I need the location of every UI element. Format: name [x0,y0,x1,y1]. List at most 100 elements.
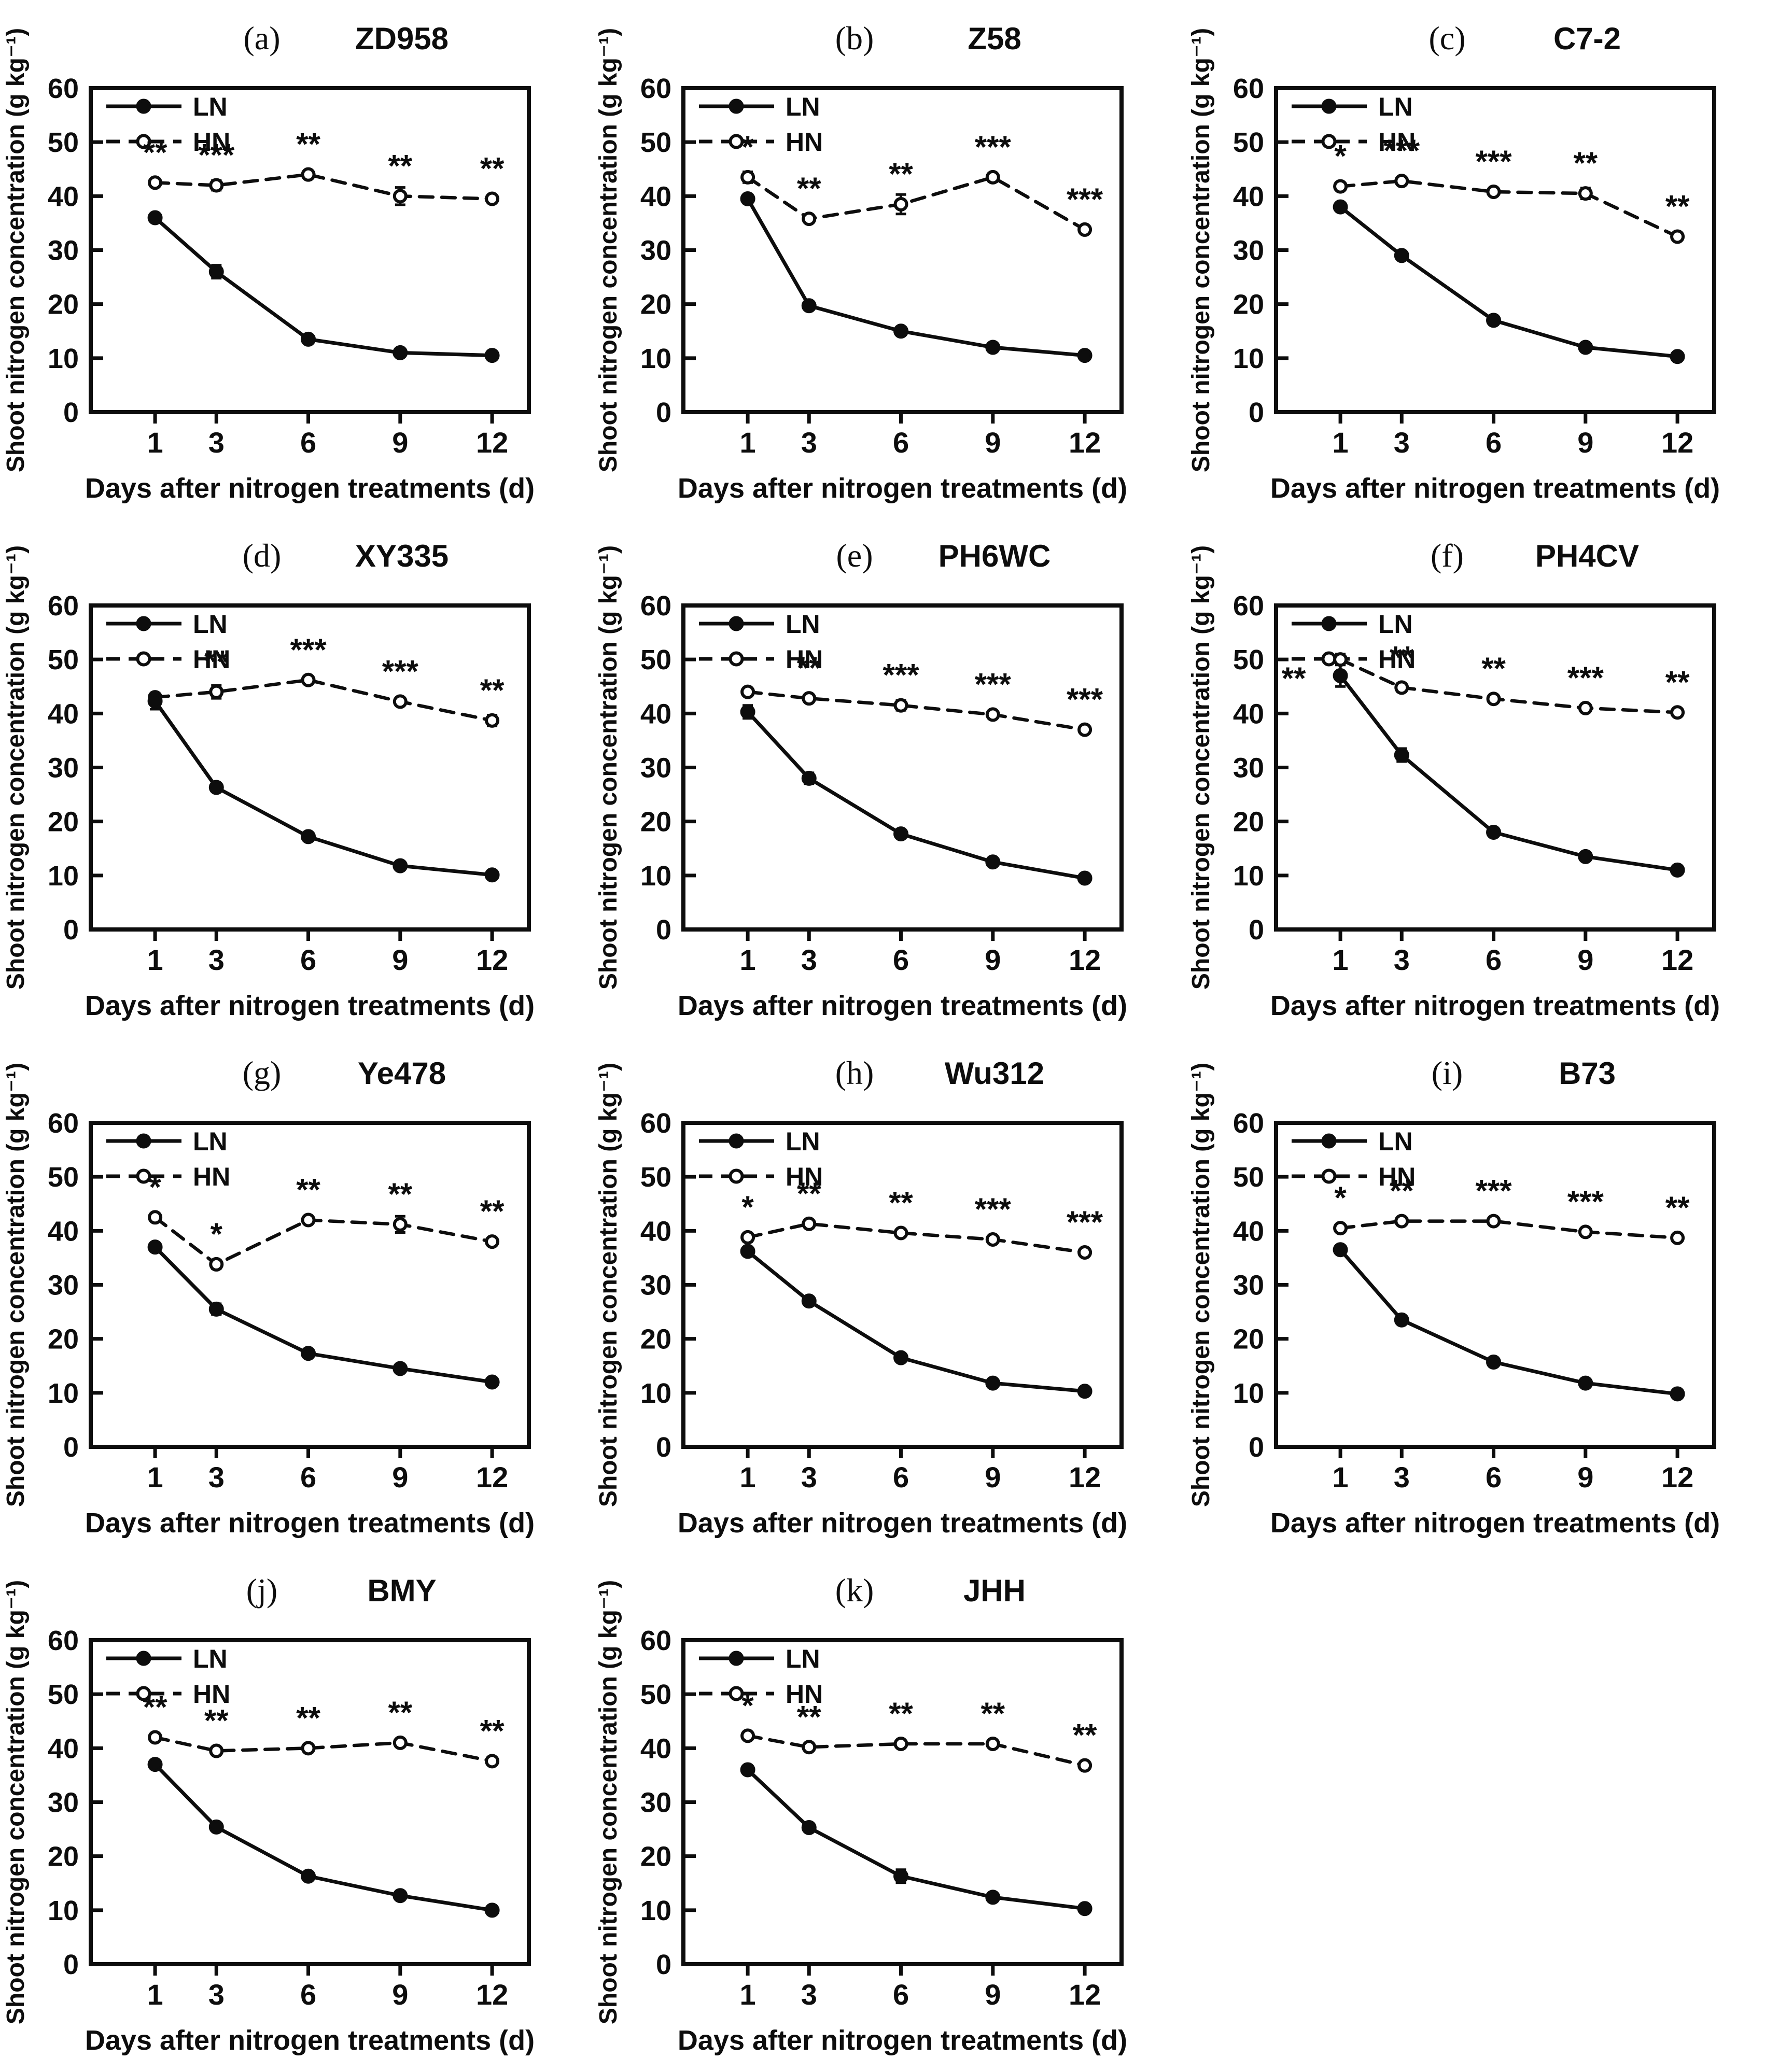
x-tick-label: 6 [893,1461,909,1493]
hn-marker [1394,1214,1409,1229]
hn-marker [393,189,408,204]
y-tick-label: 30 [640,753,671,784]
y-axis-label: Shoot nitrogen concentration (g kg⁻¹) [1187,1063,1215,1507]
y-tick-label: 10 [640,343,671,374]
ln-marker [484,348,500,363]
legend-label-hn: HN [786,1162,823,1191]
x-axis-label: Days after nitrogen treatments (d) [85,473,535,504]
x-tick-label: 9 [1577,1461,1593,1493]
x-tick-label: 6 [893,943,909,976]
ln-marker [301,1868,316,1884]
hn-marker [1333,652,1348,667]
y-axis-label: Shoot nitrogen concentration (g kg⁻¹) [595,28,622,472]
panel-letter: (d) [243,537,282,574]
hn-marker [209,684,224,699]
y-tick-label: 30 [48,235,79,266]
hn-marker [1670,705,1685,720]
y-tick-label: 20 [1233,807,1264,838]
legend-label-hn: HN [193,128,230,157]
panel-letter: (i) [1432,1054,1463,1091]
ln-marker [801,770,817,786]
y-tick-label: 20 [1233,1324,1264,1355]
chart-panel-f: (f) PH4CV 0 10 20 30 40 50 60 1 3 6 9 12 Days after ni… [1185,517,1778,1035]
hn-marker [1333,1221,1348,1236]
x-tick-label: 6 [893,1978,909,2011]
ln-marker [301,829,316,844]
x-tick-label: 3 [801,1461,817,1493]
y-tick-label: 10 [48,1378,79,1409]
hn-marker [1394,680,1409,695]
significance-star: ** [1073,1718,1097,1753]
panel-letter: (h) [835,1054,874,1091]
x-tick-label: 6 [300,426,316,459]
x-tick-label: 12 [1661,426,1693,459]
x-tick-label: 9 [985,943,1001,976]
y-tick-label: 60 [640,590,671,622]
panel-letter: (b) [835,20,874,57]
x-axis-label: Days after nitrogen treatments (d) [678,1507,1127,1539]
panel-title: B73 [1559,1056,1616,1091]
ln-marker [393,1361,408,1376]
significance-star: ** [889,1696,913,1731]
x-tick-label: 9 [985,426,1001,459]
ln-marker [301,1346,316,1361]
x-tick-label: 12 [1661,1461,1693,1493]
panel-title: XY335 [355,539,449,573]
y-axis-label: Shoot nitrogen concentration (g kg⁻¹) [595,545,622,990]
y-tick-label: 0 [63,914,79,946]
x-tick-label: 1 [1333,1461,1349,1493]
y-tick-label: 0 [1249,1432,1264,1463]
y-tick-label: 60 [640,73,671,104]
y-tick-label: 20 [48,807,79,838]
x-tick-label: 1 [147,1461,163,1493]
ln-marker [1077,348,1092,363]
hn-marker [393,694,408,709]
ln-marker [1670,349,1685,364]
ln-marker [985,340,1001,355]
significance-star: ** [797,1699,821,1734]
ln-line [153,216,494,358]
hn-line [153,173,494,201]
panel-title: ZD958 [355,21,449,56]
ln-marker [1394,748,1409,763]
y-tick-label: 30 [1233,235,1264,266]
legend-marker-ln [729,616,744,631]
hn-line [1338,179,1679,238]
y-tick-label: 20 [48,1841,79,1872]
x-tick-label: 12 [476,1461,508,1493]
x-tick-label: 1 [740,1978,756,2011]
significance-star: *** [1067,182,1103,217]
ln-marker [208,1819,224,1835]
ln-marker [484,1374,500,1390]
x-tick-label: 1 [147,1978,163,2011]
x-tick-label: 12 [1069,1461,1101,1493]
ln-marker [484,1902,500,1918]
ln-marker [393,858,408,873]
significance-star: ** [1390,1174,1414,1208]
significance-star: * [211,1217,223,1251]
plot-frame [89,1638,531,1966]
y-axis-label: Shoot nitrogen concentration (g kg⁻¹) [2,545,30,990]
ln-marker [893,1350,909,1365]
chart-svg-b: (b) Z58 0 10 20 30 40 50 60 1 3 6 9 12 Days after nitr… [595,20,1127,504]
y-tick-label: 50 [640,644,671,675]
significance-star: ** [296,1173,320,1207]
ln-marker [740,704,755,720]
x-tick-label: 12 [1661,943,1693,976]
y-tick-label: 40 [640,1733,671,1764]
hn-marker [301,1741,316,1756]
x-tick-label: 6 [300,1461,316,1493]
ln-marker [1670,1386,1685,1402]
significance-star: * [741,130,754,164]
x-tick-label: 3 [1394,426,1410,459]
significance-star: *** [1567,1184,1604,1219]
hn-line [1338,1219,1679,1240]
ln-marker [740,1244,755,1259]
significance-star: ** [1665,1190,1690,1225]
significance-star: ** [204,644,229,679]
y-axis-label: Shoot nitrogen concentration (g kg⁻¹) [2,1063,30,1507]
y-tick-label: 30 [48,1787,79,1819]
x-tick-label: 3 [208,1978,225,2011]
significance-star: ** [1665,189,1690,223]
hn-marker [740,170,755,185]
